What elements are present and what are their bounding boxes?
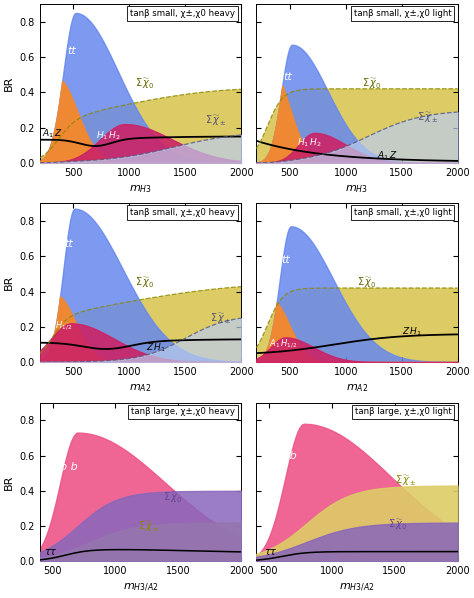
X-axis label: $m_{H3/A2}$: $m_{H3/A2}$ [339, 582, 375, 594]
Text: $Z\,H_1$: $Z\,H_1$ [146, 341, 166, 354]
Text: tanβ large, χ±,χ0 heavy: tanβ large, χ±,χ0 heavy [131, 407, 235, 416]
Text: tanβ large, χ±,χ0 light: tanβ large, χ±,χ0 light [355, 407, 451, 416]
Text: $A_1\,H_{1/2}$: $A_1\,H_{1/2}$ [269, 337, 297, 350]
Text: b b: b b [60, 462, 78, 472]
Text: $\Sigma\,\widetilde{\chi}_0$: $\Sigma\,\widetilde{\chi}_0$ [363, 77, 382, 91]
X-axis label: $m_{A2}$: $m_{A2}$ [346, 383, 368, 394]
Text: b b: b b [279, 451, 297, 461]
Text: tt: tt [67, 45, 75, 56]
Text: $\Sigma\,\widetilde{\chi}_\pm$: $\Sigma\,\widetilde{\chi}_\pm$ [210, 311, 232, 325]
Text: $\tau\tau$: $\tau\tau$ [264, 547, 278, 557]
Text: tt: tt [281, 255, 290, 266]
Text: tanβ small, χ±,χ0 light: tanβ small, χ±,χ0 light [354, 208, 451, 217]
X-axis label: $m_{H3/A2}$: $m_{H3/A2}$ [123, 582, 158, 594]
Y-axis label: BR: BR [4, 275, 14, 291]
Y-axis label: BR: BR [4, 474, 14, 490]
Text: tt: tt [64, 239, 73, 249]
Text: tt: tt [283, 72, 292, 82]
Text: $H_1\,H_2$: $H_1\,H_2$ [96, 129, 120, 142]
Text: $A_1\,Z$: $A_1\,Z$ [42, 127, 63, 140]
Text: $\Sigma\,\widetilde{\chi}_\pm$: $\Sigma\,\widetilde{\chi}_\pm$ [138, 519, 160, 533]
Text: $\Sigma\,\widetilde{\chi}_0$: $\Sigma\,\widetilde{\chi}_0$ [388, 517, 408, 532]
Text: $A_1\,H_{1/2}$: $A_1\,H_{1/2}$ [45, 319, 73, 332]
Text: $\Sigma\,\widetilde{\chi}_\pm$: $\Sigma\,\widetilde{\chi}_\pm$ [205, 114, 227, 128]
Text: $\Sigma\,\widetilde{\chi}_0$: $\Sigma\,\widetilde{\chi}_0$ [357, 276, 376, 290]
Text: tanβ small, χ±,χ0 light: tanβ small, χ±,χ0 light [354, 9, 451, 18]
X-axis label: $m_{H3}$: $m_{H3}$ [129, 183, 152, 195]
X-axis label: $m_{H3}$: $m_{H3}$ [346, 183, 368, 195]
Text: $\tau\tau$: $\tau\tau$ [44, 547, 57, 557]
Text: $\Sigma\,\widetilde{\chi}_0$: $\Sigma\,\widetilde{\chi}_0$ [163, 491, 182, 505]
Text: $H_1\,H_2$: $H_1\,H_2$ [297, 136, 321, 149]
X-axis label: $m_{A2}$: $m_{A2}$ [129, 383, 152, 394]
Text: tanβ small, χ±,χ0 heavy: tanβ small, χ±,χ0 heavy [130, 9, 235, 18]
Text: $Z\,H_1$: $Z\,H_1$ [401, 326, 422, 338]
Text: tanβ small, χ±,χ0 heavy: tanβ small, χ±,χ0 heavy [130, 208, 235, 217]
Text: $\Sigma\,\widetilde{\chi}_\pm$: $\Sigma\,\widetilde{\chi}_\pm$ [395, 473, 417, 488]
Y-axis label: BR: BR [4, 76, 14, 91]
Text: $\Sigma\,\widetilde{\chi}_0$: $\Sigma\,\widetilde{\chi}_0$ [135, 77, 155, 91]
Text: $A_1\,Z$: $A_1\,Z$ [377, 150, 398, 162]
Text: $\Sigma\,\widetilde{\chi}_0$: $\Sigma\,\widetilde{\chi}_0$ [135, 276, 155, 290]
Text: $\Sigma\,\widetilde{\chi}_\pm$: $\Sigma\,\widetilde{\chi}_\pm$ [417, 110, 439, 124]
